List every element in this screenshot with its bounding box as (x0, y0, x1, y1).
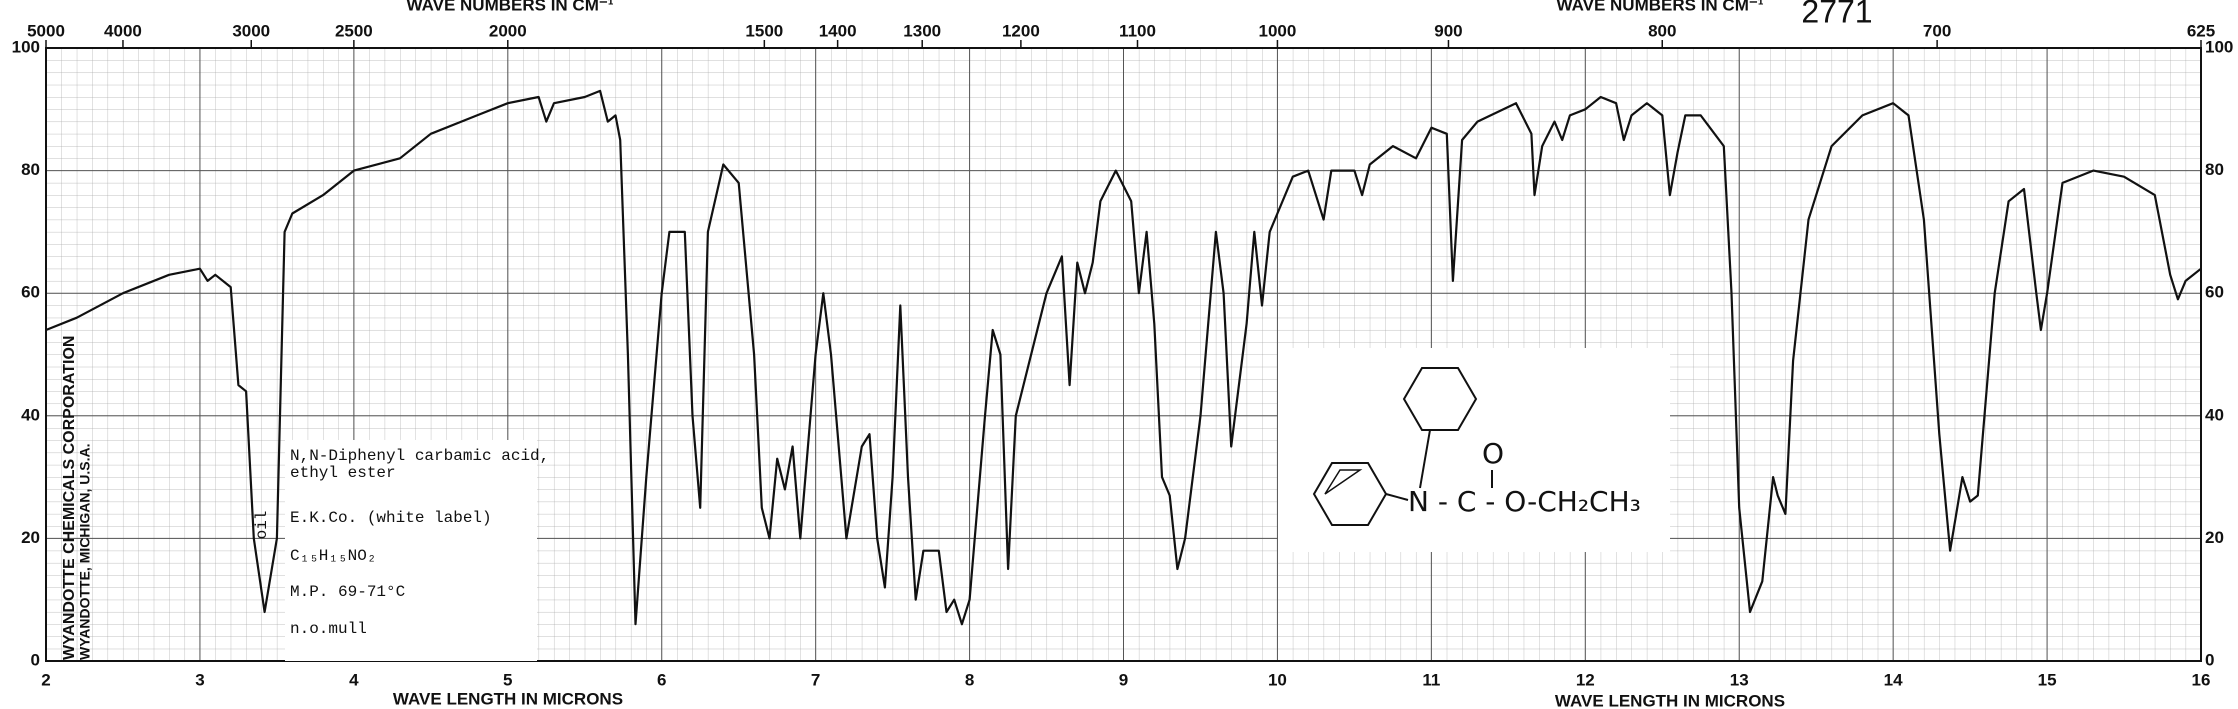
info-line: n.o.mull (290, 620, 367, 638)
sample-info-box: N,N-Diphenyl carbamic acid, ethyl ester … (285, 440, 549, 661)
benzene-ring (1402, 367, 1478, 431)
info-line: N,N-Diphenyl carbamic acid, (290, 447, 549, 465)
x-tick-label: 13 (1730, 670, 1749, 689)
ring-bond (1324, 469, 1363, 495)
x2-tick-label: 2000 (489, 21, 527, 40)
x2-tick-label: 1200 (1002, 21, 1040, 40)
structure: N - C - O-CH₂CH₃ O (1278, 348, 1670, 552)
bond (1385, 493, 1409, 501)
x2-tick-label: 1000 (1259, 21, 1297, 40)
x-tick-label: 6 (657, 670, 666, 689)
x-tick-label: 10 (1268, 670, 1287, 689)
x-tick-label: 15 (2038, 670, 2057, 689)
x2-tick-label: 700 (1923, 21, 1951, 40)
info-box (285, 440, 537, 661)
x-axis-title: WAVE LENGTH IN MICRONS (393, 689, 623, 708)
x2-tick-label: 1400 (819, 21, 857, 40)
info-line: M.P. 69-71°C (290, 583, 405, 601)
x2-tick-label: 900 (1434, 21, 1462, 40)
spectrum-line (45, 89, 2202, 626)
sample-number: 2771 (1801, 0, 1872, 29)
y-tick-label: 80 (21, 160, 40, 179)
company-address: WYANDOTTE, MICHIGAN, U.S.A. (77, 444, 93, 661)
x-tick-label: 14 (1884, 670, 1903, 689)
x-tick-label: 8 (965, 670, 974, 689)
x2-axis-title: WAVE NUMBERS IN CM⁻¹ (407, 0, 614, 14)
x-tick-label: 4 (349, 670, 359, 689)
x2-axis-title: WAVE NUMBERS IN CM⁻¹ (1557, 0, 1764, 14)
x-axis-title: WAVE LENGTH IN MICRONS (1555, 691, 1785, 709)
y-tick-label-right: 60 (2205, 283, 2224, 302)
y-tick-label: 0 (31, 650, 40, 669)
company-name: WYANDOTTE CHEMICALS CORPORATION (61, 336, 78, 660)
y-tick-label-right: 40 (2205, 405, 2224, 424)
x-tick-label: 5 (503, 670, 512, 689)
plot-frame (45, 47, 2202, 662)
y-tick-label-right: 80 (2205, 160, 2224, 179)
x2-tick-label: 800 (1648, 21, 1676, 40)
x2-tick-label: 1300 (903, 21, 941, 40)
x-tick-label: 2 (41, 670, 50, 689)
x2-tick-label: 4000 (104, 21, 142, 40)
structure-chain: N - C - O-CH₂CH₃ (1408, 485, 1641, 518)
x-tick-label: 9 (1119, 670, 1128, 689)
x2-tick-label: 5000 (27, 21, 65, 40)
benzene-ring (1312, 462, 1388, 526)
company-label: WYANDOTTE CHEMICALS CORPORATION WYANDOTT… (61, 336, 92, 660)
structure-box (1278, 348, 1670, 552)
x-tick-label: 7 (811, 670, 820, 689)
x-tick-label: 11 (1422, 670, 1440, 689)
x2-tick-label: 1100 (1119, 21, 1156, 40)
structure-oxygen: O (1482, 437, 1504, 470)
y-tick-label: 100 (12, 37, 40, 56)
info-line: C₁₅H₁₅NO₂ (290, 547, 376, 565)
y-tick-label: 60 (21, 283, 40, 302)
grid-layer (45, 47, 2202, 662)
x2-tick-label: 2500 (335, 21, 373, 40)
y-tick-label: 20 (21, 528, 40, 547)
x-tick-label: 12 (1576, 670, 1595, 689)
y-tick-label: 40 (21, 405, 40, 424)
info-line: ethyl ester (290, 464, 396, 482)
info-line: E.K.Co. (white label) (290, 509, 492, 527)
bond (1419, 429, 1431, 489)
y-tick-label-right: 0 (2205, 650, 2214, 669)
x2-tick-label: 3000 (232, 21, 270, 40)
y-tick-label-right: 100 (2205, 37, 2233, 56)
x2-tick-label: 1500 (745, 21, 783, 40)
x-tick-label: 16 (2192, 670, 2211, 689)
y-tick-label-right: 20 (2205, 528, 2224, 547)
x-tick-label: 3 (195, 670, 204, 689)
band-note: oil (253, 511, 271, 540)
x2-tick-label: 625 (2187, 21, 2215, 40)
